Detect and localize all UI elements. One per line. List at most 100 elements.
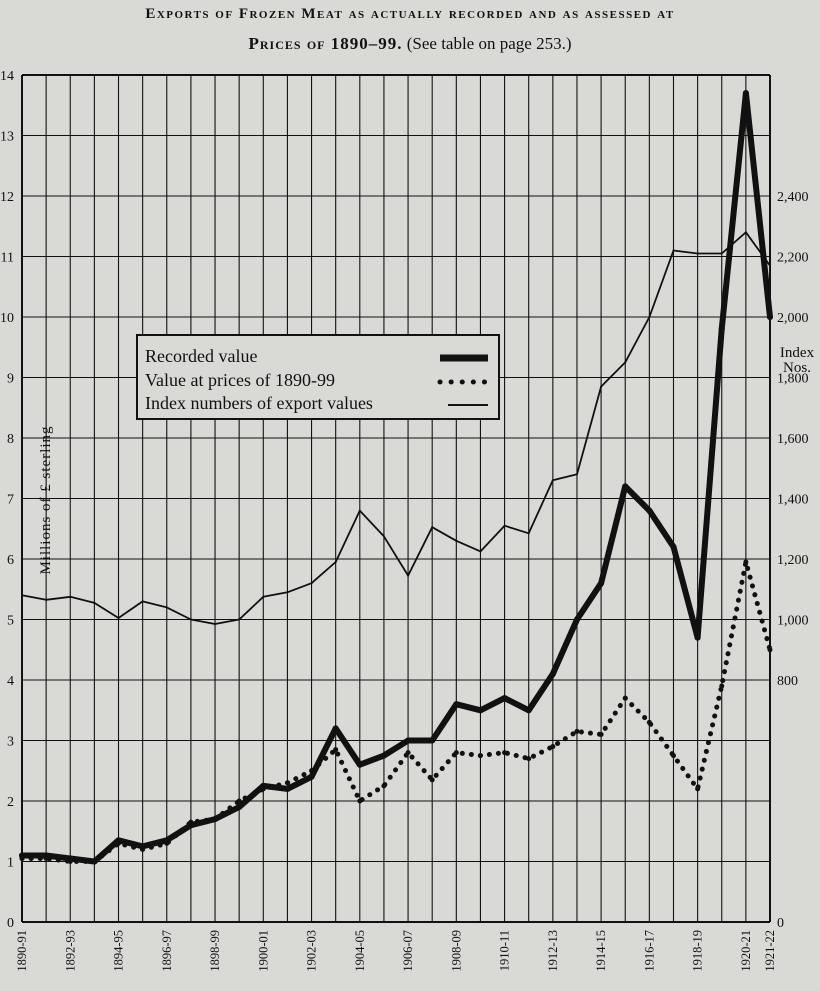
series-1-point	[453, 750, 459, 756]
series-2-point	[551, 479, 554, 482]
series-2-point	[407, 574, 410, 577]
series-1-point	[116, 840, 122, 846]
series-2-point	[262, 595, 265, 598]
y-tick-label: 8	[7, 432, 14, 447]
y2-tick-label: 2,400	[777, 190, 809, 205]
series-1-point	[67, 859, 73, 864]
series-1-point	[284, 780, 290, 786]
series-0-point	[549, 670, 556, 677]
series-1-point	[502, 750, 508, 756]
right-axis-label-line2: Nos.	[783, 360, 811, 376]
series-1-point	[477, 753, 483, 759]
y-tick-label: 7	[7, 493, 14, 508]
series-0-point	[308, 773, 315, 780]
x-tick-label: 1920-21	[739, 930, 753, 972]
x-tick-label: 1921-22	[763, 930, 777, 972]
x-tick-label: 1892-93	[63, 930, 77, 972]
series-1-point	[236, 798, 242, 804]
series-0-point	[501, 695, 508, 702]
series-2-point	[21, 594, 23, 597]
series-0-point	[694, 634, 701, 641]
chart-subtitle-a: Prices of 1890–99.	[248, 34, 403, 53]
series-2-point	[648, 316, 651, 318]
series-2-point	[527, 532, 530, 535]
y2-tick-label: 2,000	[777, 311, 809, 326]
series-2-point	[600, 385, 603, 388]
series-2-point	[165, 606, 168, 609]
legend-label-recorded: Recorded value	[145, 346, 257, 366]
series-2-point	[238, 618, 241, 621]
series-2-point	[744, 231, 747, 234]
y2-tick-label: 0	[777, 916, 784, 931]
series-1-point	[381, 783, 387, 789]
series-1-point	[357, 798, 363, 804]
series-0-point	[429, 737, 436, 744]
series-1-point	[260, 786, 266, 792]
series-group	[19, 90, 773, 865]
y-tick-label: 13	[0, 130, 14, 145]
series-1-point	[550, 744, 556, 750]
series-1-point	[309, 768, 315, 774]
series-1-point	[743, 559, 749, 565]
series-1-point	[405, 750, 411, 756]
y-tick-label: 2	[7, 795, 14, 810]
series-0-point	[598, 580, 605, 587]
series-0-point	[646, 507, 653, 514]
series-2-point	[189, 618, 192, 621]
right-axis-ticks: 0 800 1,000 1,200 1,400 1,600 1,800 2,000 2,200 2…	[777, 190, 809, 931]
chart-title: Exports of Frozen Meat as actually recor…	[145, 6, 675, 22]
series-1-point	[164, 840, 170, 846]
series-0-point	[405, 737, 412, 744]
series-1-point	[333, 747, 339, 753]
series-0-point	[477, 707, 484, 714]
y-tick-label: 0	[7, 916, 14, 931]
series-0-point	[718, 326, 725, 333]
x-tick-label: 1900-01	[256, 930, 270, 972]
series-0-point	[670, 543, 677, 550]
series-2-point	[358, 509, 361, 512]
series-2-point	[117, 616, 120, 619]
y-tick-label: 5	[7, 614, 14, 629]
series-2-point	[455, 539, 458, 542]
x-tick-label: 1894-95	[112, 930, 126, 972]
y2-tick-label: 1,600	[777, 432, 809, 447]
series-0-point	[525, 707, 532, 714]
series-2-point	[431, 526, 434, 529]
series-0-point	[573, 616, 580, 623]
series-1-point	[43, 855, 49, 861]
series-1-point	[19, 855, 25, 861]
series-0-point	[332, 725, 339, 732]
y2-tick-label: 1,200	[777, 553, 809, 568]
series-1-point	[767, 647, 773, 653]
series-1-point	[670, 753, 676, 759]
y-tick-label: 3	[7, 735, 14, 750]
series-2-point	[45, 598, 48, 601]
series-0-point	[356, 761, 363, 768]
y-tick-label: 12	[0, 190, 14, 205]
series-1-point	[695, 786, 701, 792]
series-2-point	[310, 582, 313, 585]
x-tick-label: 1896-97	[160, 930, 174, 972]
x-tick-label: 1910-11	[498, 930, 512, 971]
chart-subtitle: Prices of 1890–99. (See table on page 25…	[0, 34, 820, 54]
series-2-point	[93, 601, 96, 604]
y2-tick-label: 1,000	[777, 614, 809, 629]
series-2-point	[503, 524, 506, 527]
series-line-0	[19, 90, 773, 865]
y2-tick-label: 1,800	[777, 372, 809, 387]
x-tick-label: 1898-99	[208, 930, 222, 972]
series-0-point	[622, 483, 629, 490]
series-1-point	[598, 731, 604, 737]
series-2-point	[214, 623, 217, 626]
y-tick-label: 11	[1, 251, 14, 266]
y-tick-label: 6	[7, 553, 14, 568]
series-2-point	[672, 249, 675, 252]
series-1-point	[646, 719, 652, 725]
legend-box	[136, 334, 500, 420]
series-2-point	[479, 550, 482, 553]
series-2-point	[69, 595, 72, 598]
left-axis-label: Millions of £ sterling	[38, 425, 54, 574]
series-0-point	[284, 785, 291, 792]
